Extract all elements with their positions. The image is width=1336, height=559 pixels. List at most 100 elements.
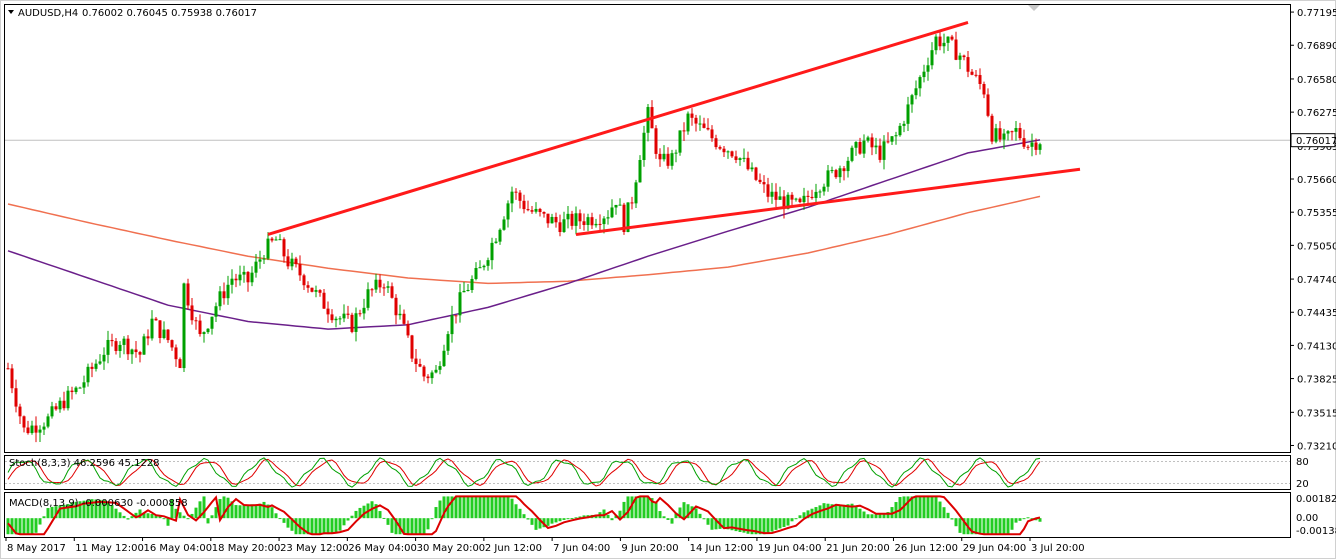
macd-bar: [994, 518, 998, 535]
macd-bar: [374, 504, 378, 519]
candle-body: [618, 204, 622, 206]
candle-body: [582, 221, 586, 225]
macd-bar: [678, 507, 682, 519]
macd-bar: [306, 518, 310, 535]
candle-body: [386, 286, 390, 288]
time-tick-label: 14 Jun 12:00: [690, 543, 754, 554]
trendlines[interactable]: [267, 20, 1081, 236]
candle-body: [402, 313, 406, 324]
macd-bar: [486, 496, 490, 519]
candle-body: [642, 132, 646, 161]
macd-bar: [318, 518, 322, 535]
shift-marker-icon[interactable]: [1028, 5, 1040, 11]
candle-body: [530, 210, 534, 212]
price-pane[interactable]: [4, 4, 1291, 453]
candle-body: [374, 279, 378, 290]
time-tick-label: 7 Jun 04:00: [553, 543, 610, 554]
candle-body: [594, 223, 598, 226]
trendline[interactable]: [575, 167, 1081, 236]
macd-bar: [950, 518, 954, 520]
price-tick-label: 0.76580: [1297, 75, 1336, 86]
macd-bar: [682, 502, 686, 519]
candle-body: [522, 200, 526, 210]
macd-bar: [878, 514, 882, 519]
macd-bar: [906, 496, 910, 519]
candle-body: [134, 349, 138, 353]
trendline[interactable]: [267, 20, 969, 236]
macd-bar: [970, 518, 974, 535]
candle-body: [766, 184, 770, 197]
macd-bar: [510, 498, 514, 519]
macd-bar: [778, 518, 782, 529]
candle-body: [354, 313, 358, 332]
macd-bar: [482, 496, 486, 519]
candle-body: [814, 191, 818, 199]
candle-body: [350, 314, 354, 332]
macd-bar: [430, 518, 434, 520]
candle-body: [538, 208, 542, 213]
candle-body: [10, 368, 14, 389]
candle-body: [166, 329, 170, 341]
stochastic-pane[interactable]: [4, 455, 1291, 490]
candlesticks: [6, 31, 1042, 443]
candle-body: [454, 315, 458, 317]
candle-body: [922, 71, 926, 78]
macd-bar: [234, 505, 238, 519]
ohlc-values: 0.76002 0.76045 0.75938 0.76017: [82, 8, 257, 19]
candle-body: [622, 204, 626, 232]
candle-body: [734, 156, 738, 160]
macd-bar: [490, 496, 494, 519]
candle-body: [658, 153, 662, 160]
price-tick-label: 0.77195: [1297, 8, 1336, 19]
candle-body: [726, 151, 730, 153]
candle-body: [702, 123, 706, 128]
macd-bar: [18, 518, 22, 535]
macd-bar: [334, 518, 338, 532]
candle-body: [234, 278, 238, 281]
candle-body: [86, 366, 90, 383]
macd-bar: [354, 510, 358, 519]
macd-bar: [742, 518, 746, 533]
macd-bar: [442, 496, 446, 519]
macd-bar: [414, 518, 418, 535]
macd-bar: [830, 504, 834, 519]
macd-bar: [850, 503, 854, 519]
macd-bar: [134, 512, 138, 519]
macd-bar: [550, 518, 554, 524]
macd-bar: [914, 496, 918, 519]
candle-body: [1010, 131, 1014, 133]
macd-bar: [190, 513, 194, 519]
candle-body: [370, 289, 374, 291]
price-tick-label: 0.73515: [1297, 408, 1336, 419]
candle-body: [126, 338, 130, 355]
candle-body: [510, 191, 514, 204]
candle-body: [698, 123, 702, 125]
macd-bar: [714, 518, 718, 530]
candle-body: [362, 307, 366, 314]
macd-bar: [378, 511, 382, 519]
candle-body: [318, 290, 322, 293]
macd-bar: [42, 516, 46, 519]
candle-body: [302, 275, 306, 286]
candle-body: [42, 426, 46, 430]
price-tick-label: 0.75050: [1297, 241, 1336, 252]
dropdown-triangle-icon[interactable]: [8, 10, 14, 14]
candle-body: [998, 128, 1002, 140]
macd-bar: [610, 518, 614, 521]
candle-body: [866, 137, 870, 141]
time-tick-label: 26 Jun 12:00: [894, 543, 958, 554]
candle-body: [926, 65, 930, 72]
candle-body: [194, 320, 198, 322]
macd-bar: [514, 504, 518, 519]
candle-body: [946, 36, 950, 43]
candle-body: [310, 287, 314, 292]
candle-body: [450, 315, 454, 335]
candle-body: [986, 94, 990, 116]
macd-bar: [146, 513, 150, 519]
macd-bar: [294, 518, 298, 535]
macd-bar: [506, 496, 510, 519]
macd-bar: [854, 505, 858, 519]
macd-bar: [782, 518, 786, 527]
candle-body: [834, 170, 838, 178]
